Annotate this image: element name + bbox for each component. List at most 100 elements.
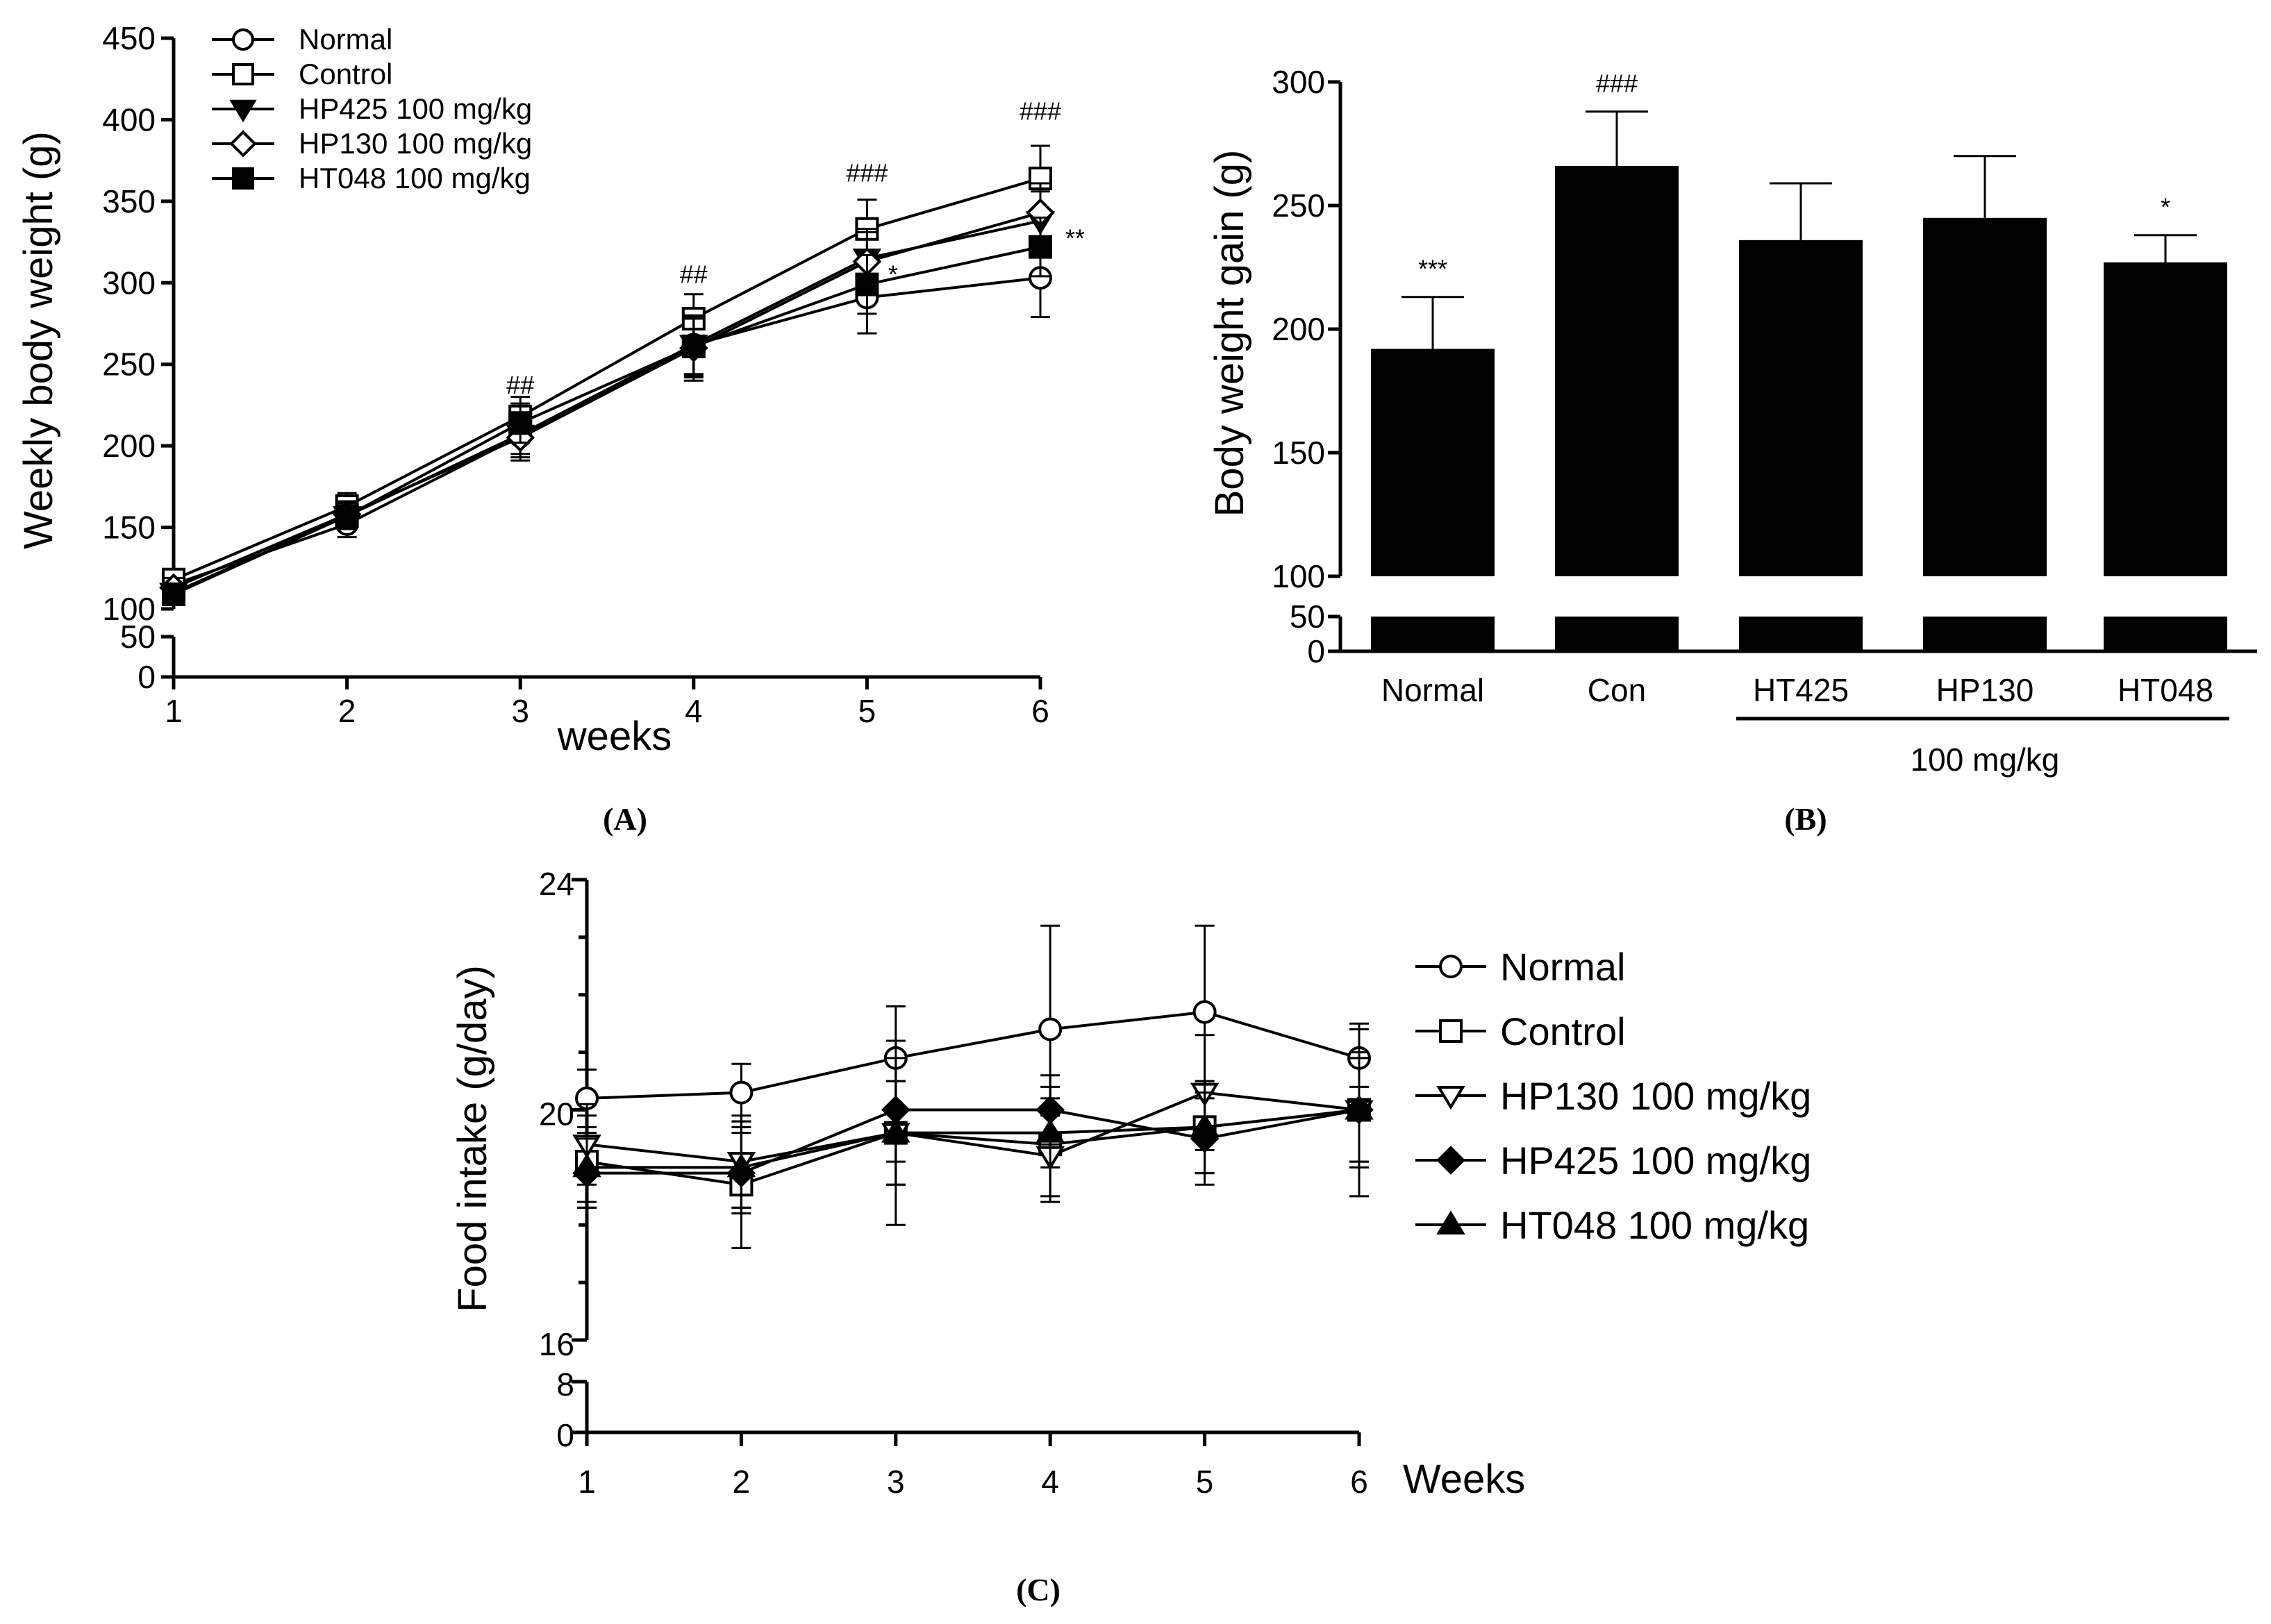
significance-mark: * xyxy=(888,260,898,288)
x-tick-label: 5 xyxy=(858,693,876,729)
x-tick-label: 2 xyxy=(733,1464,751,1500)
y-tick-label: 100 xyxy=(1272,558,1325,594)
bar-group: * HT048 xyxy=(2104,193,2227,708)
y-tick-label: 150 xyxy=(102,510,156,546)
y-tick-label: 16 xyxy=(539,1326,574,1362)
x-tick-label: 1 xyxy=(578,1464,596,1500)
legend-marker xyxy=(229,99,257,123)
category-label: Con xyxy=(1588,672,1646,708)
legend-marker xyxy=(232,167,254,190)
bar-base xyxy=(2104,617,2227,651)
bar-group: *** Normal xyxy=(1371,255,1495,708)
series-line xyxy=(586,1010,1360,1100)
y-tick-label: 50 xyxy=(120,619,156,655)
bar xyxy=(1371,349,1495,576)
y-tick-label: 20 xyxy=(539,1096,574,1132)
data-point xyxy=(881,1119,910,1143)
x-axis-title: weeks xyxy=(557,714,672,759)
series-line xyxy=(173,211,1041,589)
legend-marker xyxy=(1436,1146,1465,1175)
data-point xyxy=(1035,1119,1065,1143)
y-tick-label: 0 xyxy=(138,659,156,695)
series-line xyxy=(173,276,1041,586)
significance-mark: ## xyxy=(506,371,534,399)
x-tick-label: 5 xyxy=(1196,1464,1214,1500)
category-label: HT048 xyxy=(2118,672,2213,708)
bar-base xyxy=(1739,617,1863,651)
y-axis-title: Weekly body weight (g) xyxy=(16,131,61,549)
y-tick-label: 450 xyxy=(102,20,156,56)
legend-label: HP130 100 mg/kg xyxy=(299,127,532,160)
y-tick-label: 400 xyxy=(102,101,156,137)
data-point xyxy=(572,1153,601,1178)
bar xyxy=(1739,240,1863,576)
data-point xyxy=(335,504,359,528)
category-label: HP130 xyxy=(1936,672,2034,708)
bar-group: HT425 xyxy=(1739,182,1863,708)
y-tick-label: 0 xyxy=(1307,633,1325,669)
bar-group: HP130 xyxy=(1923,155,2047,708)
group-label: 100 mg/kg xyxy=(1911,742,2060,778)
x-tick-label: 6 xyxy=(1350,1464,1368,1500)
legend-label: Control xyxy=(1500,1010,1626,1053)
series-4 xyxy=(572,1057,1374,1209)
series-3 xyxy=(159,182,1055,603)
legend-label: HP425 100 mg/kg xyxy=(1500,1139,1811,1182)
x-axis-title: Weeks xyxy=(1403,1457,1525,1502)
data-point xyxy=(1192,1000,1217,1024)
legend-label: HT048 100 mg/kg xyxy=(299,162,531,194)
significance-mark: ### xyxy=(1596,69,1638,98)
y-tick-label: 200 xyxy=(102,428,156,464)
legend-marker xyxy=(1439,1019,1463,1043)
significance-mark: ** xyxy=(1065,224,1085,253)
data-point xyxy=(162,582,185,606)
significance-mark: ## xyxy=(680,260,708,288)
series-3 xyxy=(572,1057,1374,1215)
legend-label: Control xyxy=(299,58,392,90)
panel-label-a: (A) xyxy=(603,801,647,837)
data-point xyxy=(1029,235,1052,259)
data-point xyxy=(729,1080,754,1105)
y-tick-label: 150 xyxy=(1272,435,1325,471)
bar xyxy=(1555,166,1679,577)
series-line xyxy=(586,1091,1360,1164)
x-tick-label: 1 xyxy=(165,693,183,729)
x-tick-label: 2 xyxy=(338,693,356,729)
data-point xyxy=(726,1153,756,1178)
significance-mark: *** xyxy=(1418,255,1447,283)
x-tick-label: 3 xyxy=(887,1464,905,1500)
data-point xyxy=(1029,166,1052,190)
legend-marker xyxy=(1439,955,1463,978)
panel-label-b: (B) xyxy=(1784,801,1827,837)
y-tick-label: 350 xyxy=(102,183,156,219)
y-tick-label: 24 xyxy=(539,866,574,902)
legend-marker xyxy=(1436,1086,1465,1110)
data-point xyxy=(1038,1017,1063,1041)
y-axis-title: Food intake (g/day) xyxy=(450,965,495,1312)
y-tick-label: 8 xyxy=(556,1366,574,1403)
data-point xyxy=(681,334,706,358)
panel-label-c: (C) xyxy=(1016,1572,1060,1607)
y-tick-label: 200 xyxy=(1272,311,1325,347)
legend-marker xyxy=(1436,1210,1465,1234)
y-axis-title: Body weight gain (g) xyxy=(1207,150,1252,517)
y-tick-label: 100 xyxy=(102,591,156,627)
y-tick-label: 0 xyxy=(556,1417,574,1453)
series-line xyxy=(173,245,1041,596)
x-tick-label: 6 xyxy=(1031,693,1049,729)
series-line xyxy=(587,1108,1360,1169)
y-tick-label: 250 xyxy=(102,346,156,383)
x-tick-label: 4 xyxy=(685,693,703,729)
bar xyxy=(2104,262,2227,576)
significance-mark: ### xyxy=(846,159,888,187)
y-tick-label: 300 xyxy=(102,265,156,301)
bar xyxy=(1923,217,2047,576)
legend-marker xyxy=(232,28,254,51)
y-tick-label: 250 xyxy=(1272,187,1325,224)
data-point xyxy=(1190,1113,1220,1137)
data-point xyxy=(1345,1096,1374,1120)
x-tick-label: 3 xyxy=(511,693,529,729)
series-line xyxy=(173,177,1041,581)
